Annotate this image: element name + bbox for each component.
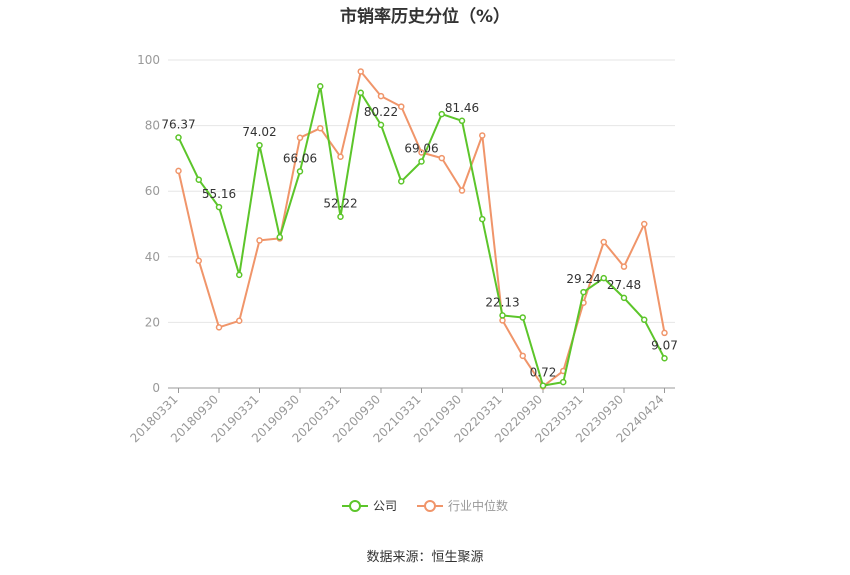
legend-marker-industry-median bbox=[417, 499, 443, 512]
chart-title: 市销率历史分位（%） bbox=[339, 7, 511, 27]
y-tick-label: 80 bbox=[145, 119, 160, 133]
data-label: 76.37 bbox=[161, 118, 195, 132]
legend-label-industry-median: 行业中位数 bbox=[448, 499, 509, 513]
data-point bbox=[519, 314, 526, 321]
data-point bbox=[236, 317, 243, 325]
y-tick-label: 60 bbox=[145, 184, 160, 198]
data-point bbox=[418, 158, 425, 165]
data-point bbox=[256, 237, 263, 244]
data-point bbox=[215, 324, 223, 331]
data-point bbox=[479, 132, 486, 139]
y-tick-label: 100 bbox=[137, 53, 160, 67]
series-lines bbox=[175, 68, 668, 390]
data-point bbox=[661, 329, 668, 337]
data-point bbox=[377, 92, 385, 100]
x-axis bbox=[168, 387, 675, 393]
data-label: 27.48 bbox=[607, 278, 641, 292]
data-point bbox=[418, 149, 425, 156]
data-point bbox=[620, 263, 628, 270]
data-point bbox=[641, 220, 648, 228]
data-point bbox=[479, 215, 486, 223]
data-point bbox=[175, 167, 182, 175]
data-point bbox=[580, 288, 587, 296]
data-point bbox=[499, 312, 506, 319]
data-label: 52.22 bbox=[323, 197, 357, 211]
data-label: 0.72 bbox=[530, 366, 557, 380]
series-line bbox=[177, 70, 666, 388]
legend-item-industry-median[interactable]: 行业中位数 bbox=[417, 497, 508, 514]
data-label: 69.06 bbox=[404, 141, 438, 155]
data-point bbox=[215, 203, 223, 211]
legend-item-company[interactable]: 公司 bbox=[341, 497, 397, 514]
y-tick-label: 20 bbox=[145, 315, 160, 329]
data-point bbox=[236, 271, 243, 279]
data-point bbox=[458, 117, 466, 125]
legend: 公司 行业中位数 bbox=[0, 497, 850, 514]
data-labels: 76.37 55.16 74.02 66.06 52.22 80.22 69.06 81.46… bbox=[161, 101, 678, 380]
x-axis-labels: 2018033120180930201903312019093020200331… bbox=[128, 392, 667, 445]
data-point bbox=[296, 134, 304, 141]
data-point bbox=[175, 134, 182, 141]
data-label: 80.22 bbox=[364, 105, 398, 119]
data-source: 数据来源：恒生聚源 bbox=[366, 550, 484, 565]
y-tick-label: 0 bbox=[152, 381, 160, 395]
data-point bbox=[317, 124, 324, 132]
data-point bbox=[357, 89, 364, 97]
data-point bbox=[195, 257, 202, 264]
data-point bbox=[398, 103, 405, 110]
data-point bbox=[337, 213, 344, 220]
data-point bbox=[499, 317, 506, 324]
data-point bbox=[357, 68, 364, 75]
data-point bbox=[539, 382, 547, 389]
data-label: 22.13 bbox=[485, 295, 519, 309]
data-point bbox=[337, 153, 344, 161]
data-point bbox=[641, 316, 648, 324]
data-point bbox=[560, 378, 567, 386]
data-point bbox=[458, 187, 466, 194]
data-point bbox=[276, 233, 283, 241]
data-label: 9.07 bbox=[651, 338, 678, 352]
legend-marker-company bbox=[341, 499, 368, 512]
data-point bbox=[377, 121, 385, 129]
data-point bbox=[256, 141, 263, 149]
data-label: 74.02 bbox=[242, 125, 276, 139]
data-label: 55.16 bbox=[202, 187, 236, 201]
data-point bbox=[438, 110, 445, 118]
grid-lines bbox=[168, 59, 675, 323]
legend-label-company: 公司 bbox=[372, 499, 397, 513]
data-point bbox=[195, 176, 202, 183]
data-point bbox=[620, 294, 628, 302]
data-point bbox=[438, 154, 445, 162]
data-point bbox=[600, 274, 607, 282]
data-point bbox=[600, 238, 607, 246]
data-label: 29.24 bbox=[566, 272, 600, 286]
data-point bbox=[661, 355, 668, 362]
data-point bbox=[398, 178, 405, 185]
y-axis-labels: 0 20 40 60 80 100 bbox=[137, 53, 160, 395]
y-tick-label: 40 bbox=[145, 250, 160, 264]
data-point bbox=[519, 352, 526, 360]
data-point bbox=[296, 168, 304, 175]
data-label: 81.46 bbox=[445, 101, 479, 115]
data-point bbox=[317, 82, 324, 90]
data-label: 66.06 bbox=[283, 151, 317, 165]
